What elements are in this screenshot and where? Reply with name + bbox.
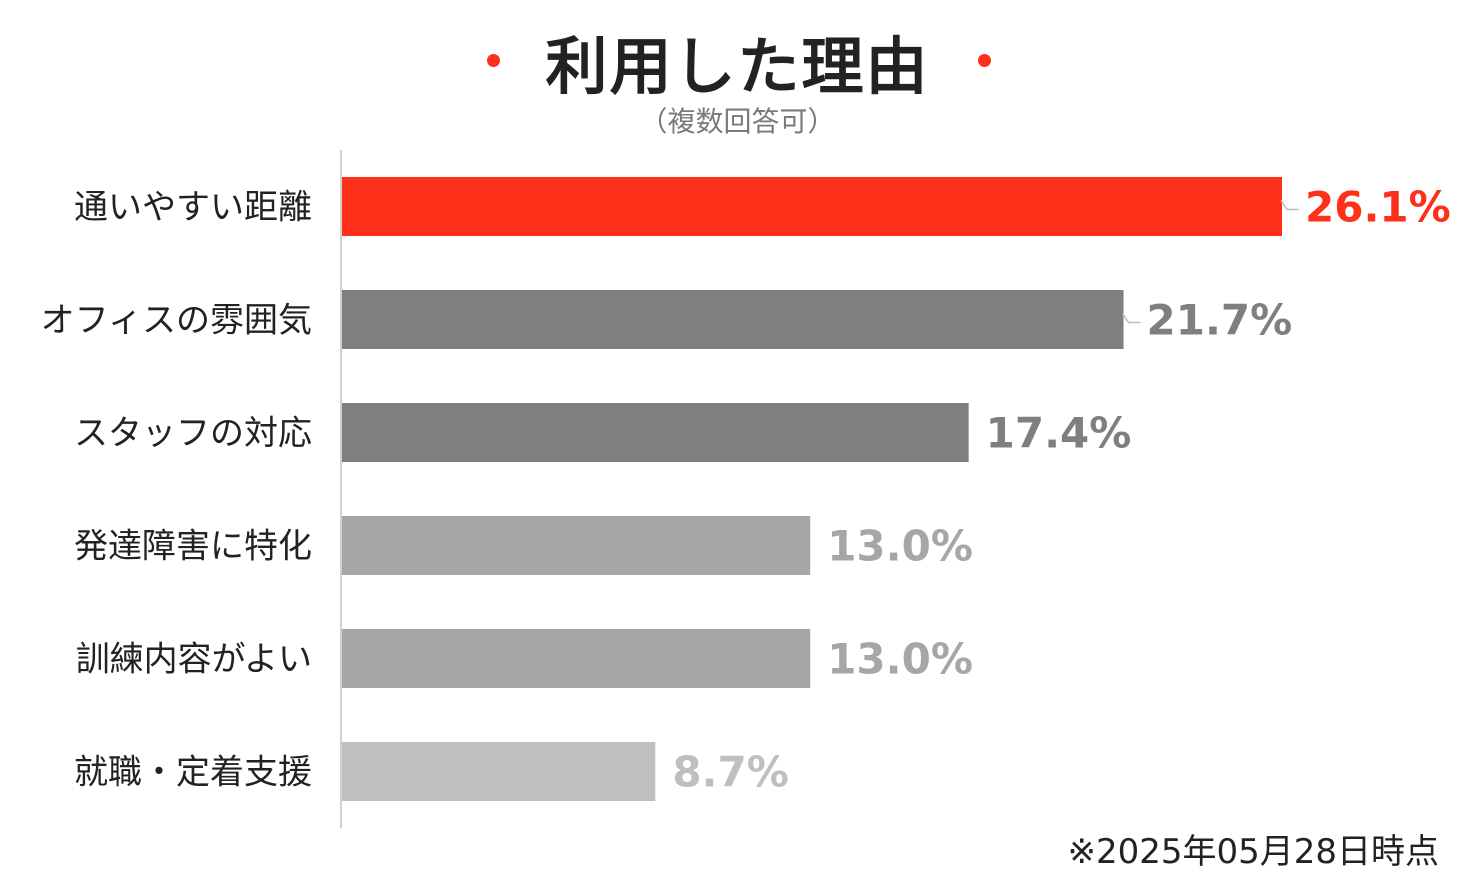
leader-line-1 <box>1280 200 1299 211</box>
category-label-4: 発達障害に特化 <box>74 527 312 567</box>
data-label-6: 8.7% <box>672 748 788 797</box>
category-label-2: オフィスの雰囲気 <box>41 301 312 341</box>
chart-subtitle: （複数回答可） <box>639 105 836 138</box>
bar-3 <box>342 403 969 462</box>
bar-6 <box>342 742 656 801</box>
category-label-5: 訓練内容がよい <box>76 640 312 680</box>
bar-1 <box>342 177 1282 236</box>
data-label-5: 13.0% <box>827 635 973 684</box>
bar-4 <box>342 516 811 575</box>
data-label-4: 13.0% <box>827 522 973 571</box>
title-dot-right <box>978 54 991 67</box>
title-area: 利用した理由 <box>0 22 1475 112</box>
category-label-1: 通いやすい距離 <box>74 188 312 228</box>
title-dot-left <box>487 54 500 67</box>
category-label-6: 就職・定着支援 <box>74 753 312 793</box>
data-label-3: 17.4% <box>986 409 1132 458</box>
bar-2 <box>342 290 1124 349</box>
bar-5 <box>342 629 811 688</box>
chart-title: 利用した理由 <box>545 30 930 103</box>
data-label-1: 26.1% <box>1305 183 1451 232</box>
footnote: ※2025年05月28日時点 <box>1067 832 1439 872</box>
data-label-2: 21.7% <box>1147 296 1293 345</box>
category-label-3: スタッフの対応 <box>74 414 312 454</box>
leader-line-2 <box>1121 313 1141 324</box>
